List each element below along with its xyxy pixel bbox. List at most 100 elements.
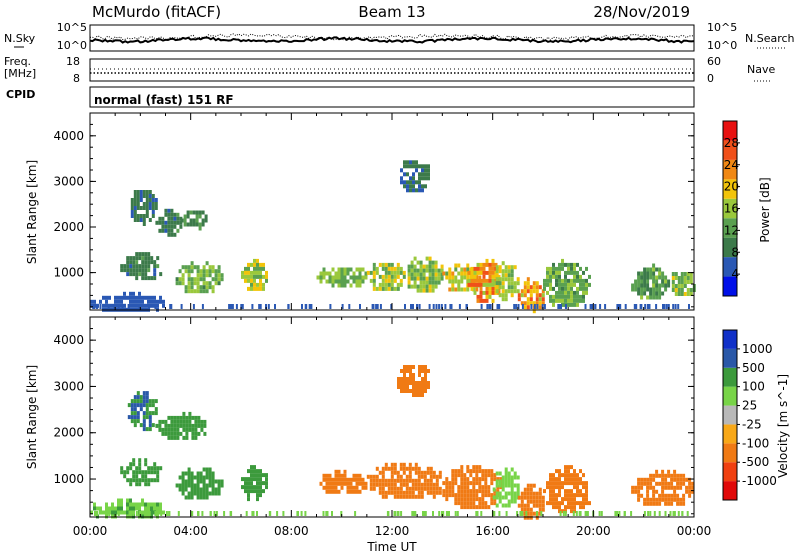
echo-cell: [558, 501, 561, 506]
echo-cell: [440, 304, 443, 309]
echo-cell: [403, 373, 406, 377]
echo-cell: [387, 266, 391, 271]
echo-cell: [164, 220, 168, 225]
echo-cell: [552, 298, 555, 303]
echo-cell: [399, 270, 403, 275]
echo-cell: [355, 267, 359, 272]
echo-cell: [529, 285, 533, 290]
echo-cell: [517, 297, 521, 302]
echo-cell: [504, 483, 508, 488]
echo-cell: [129, 466, 133, 471]
echo-cell: [573, 485, 576, 490]
echo-cell: [432, 486, 436, 491]
echo-cell: [205, 483, 209, 488]
echo-cell: [267, 304, 270, 309]
echo-cell: [567, 294, 570, 299]
echo-cell: [217, 277, 221, 282]
echo-cell: [247, 278, 250, 283]
echo-cell: [400, 180, 403, 185]
echo-cell: [643, 481, 647, 486]
echo-cell: [631, 485, 635, 490]
echo-cell: [358, 489, 362, 494]
echo-cell: [457, 497, 461, 502]
echo-cell: [535, 297, 539, 302]
echo-cell: [176, 216, 180, 221]
echo-cell: [412, 381, 415, 385]
echo-cell: [682, 493, 686, 498]
echo-cell: [533, 304, 536, 309]
echo-cell: [460, 497, 464, 502]
echo-cell: [412, 365, 415, 369]
echo-cell: [418, 365, 421, 369]
echo-cell: [93, 502, 96, 507]
echo-cell: [405, 490, 409, 495]
echo-cell: [352, 473, 356, 478]
echo-cell: [408, 494, 412, 499]
echo-cell: [413, 268, 417, 273]
echo-cell: [135, 478, 139, 483]
echo-cell: [114, 299, 117, 304]
echo-cell: [211, 491, 215, 496]
echo-cell: [457, 279, 461, 284]
echo-cell: [507, 281, 511, 286]
echo-cell: [643, 275, 647, 280]
echo-cell: [409, 381, 412, 385]
echo-cell: [510, 475, 514, 480]
echo-cell: [504, 495, 508, 500]
echo-cell: [136, 202, 140, 206]
echo-cell: [247, 469, 250, 474]
echo-cell: [431, 288, 435, 293]
echo-cell: [679, 485, 683, 490]
echo-cell: [108, 511, 111, 516]
echo-cell: [529, 515, 533, 520]
echo-cell: [403, 369, 406, 373]
echo-cell: [151, 210, 155, 214]
echo-cell: [135, 470, 139, 475]
echo-cell: [646, 493, 650, 498]
echo-cell: [434, 276, 438, 281]
y-tick-label: 3000: [53, 379, 84, 393]
colorbar-tick-label: -25: [742, 417, 762, 431]
echo-cell: [358, 267, 362, 272]
echo-cell: [397, 377, 400, 381]
echo-cell: [141, 470, 145, 475]
echo-cell: [322, 511, 325, 516]
echo-cell: [399, 278, 403, 283]
echo-cell: [679, 497, 683, 502]
echo-cell: [561, 298, 564, 303]
echo-cell: [457, 489, 461, 494]
echo-cell: [570, 302, 573, 307]
echo-cell: [396, 266, 400, 271]
echo-cell: [199, 471, 203, 476]
echo-cell: [421, 184, 424, 189]
echo-cell: [193, 483, 197, 488]
echo-cell: [652, 501, 656, 506]
echo-cell: [546, 270, 549, 275]
echo-cell: [144, 482, 148, 487]
echo-cell: [192, 304, 195, 309]
echo-cell: [409, 160, 412, 165]
echo-cell: [466, 493, 470, 498]
echo-cell: [664, 477, 668, 482]
echo-cell: [150, 303, 153, 308]
echo-cell: [431, 272, 435, 277]
echo-cell: [256, 493, 259, 498]
echo-cell: [159, 272, 163, 277]
echo-cell: [325, 473, 329, 478]
echo-cell: [387, 278, 391, 283]
echo-cell: [665, 304, 668, 309]
echo-cell: [90, 510, 93, 515]
echo-cell: [151, 214, 155, 218]
echo-cell: [199, 273, 203, 278]
echo-cell: [136, 395, 140, 400]
echo-cell: [133, 411, 137, 416]
echo-cell: [148, 403, 152, 408]
echo-cell: [399, 466, 403, 471]
echo-cell: [413, 276, 417, 281]
echo-cell: [573, 493, 576, 498]
echo-cell: [156, 256, 160, 261]
colorbar-tick-label: 500: [742, 361, 765, 375]
echo-cell: [558, 304, 561, 309]
echo-cell: [646, 497, 650, 502]
echo-cell: [369, 474, 373, 479]
